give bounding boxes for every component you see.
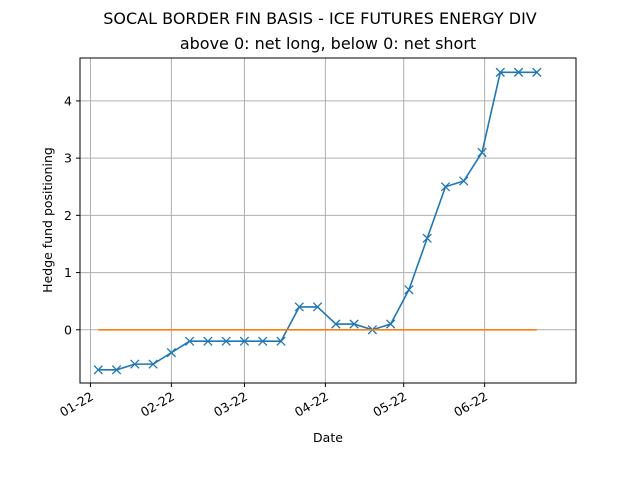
series-1-point [495,67,505,77]
series-1-point [422,233,432,243]
x-axis: 01-22 02-22 03-22 04-22 05-22 06-22 [57,383,490,420]
series-layer [93,67,542,375]
series-1-point [258,336,268,346]
series-1-point [148,359,158,369]
point-marker-stroke [532,67,542,77]
point-marker-stroke [166,348,177,358]
series-1-point [93,365,103,375]
series-1-point [221,336,231,346]
series-1-point [130,359,140,369]
point-marker-stroke [422,233,432,243]
series-1-point [203,336,213,346]
point-marker-stroke [440,182,451,192]
x-tick-label: 02-22 [138,389,177,420]
point-marker-stroke [459,176,469,186]
point-marker-stroke [294,302,304,312]
series-1-point [459,176,469,186]
point-marker-stroke [93,365,103,375]
grid [80,58,576,383]
point-marker-stroke [258,336,268,346]
series-1-point [294,302,304,312]
x-tick-label: 05-22 [370,389,409,420]
point-marker-stroke [148,359,158,369]
series-1-point [239,336,250,346]
series-1-point [440,182,451,192]
y-axis-label: Hedge fund positioning [40,147,55,293]
point-marker-stroke [495,67,505,77]
point-marker-stroke [276,336,286,346]
series-1-point [312,302,323,312]
series-1-point [385,319,396,329]
point-marker-stroke [312,302,323,312]
y-tick-label: 4 [64,93,72,108]
series-1-point [184,336,195,346]
series-1-line [98,71,537,371]
series-1-point [331,319,341,329]
x-axis-label: Date [313,430,343,445]
plot-frame [79,57,577,384]
point-marker-stroke [385,319,396,329]
series-1-point [404,285,414,295]
series-1-point [532,67,542,77]
point-marker-stroke [239,336,250,346]
point-marker-stroke [477,147,487,158]
point-marker-stroke [130,359,140,369]
y-tick-label: 0 [64,322,72,337]
point-marker-stroke [513,67,524,77]
y-tick-label: 2 [64,208,72,223]
point-marker-stroke [404,285,414,295]
x-tick-label: 06-22 [451,389,490,420]
point-marker-stroke [111,365,122,375]
series-1-point [166,348,177,358]
series-1-point [111,365,122,375]
chart-title: SOCAL BORDER FIN BASIS - ICE FUTURES ENE… [103,9,537,28]
x-tick-label: 03-22 [211,389,250,420]
point-marker-stroke [221,336,231,346]
x-tick-label: 01-22 [57,389,96,420]
point-marker-stroke [349,319,359,329]
point-marker-stroke [184,336,195,346]
y-tick-label: 1 [64,265,72,280]
series-1-point [477,147,487,158]
y-tick-label: 3 [64,151,72,166]
chart-subtitle: above 0: net long, below 0: net short [180,34,476,53]
point-marker-stroke [203,336,213,346]
series-1-point [276,336,286,346]
y-axis: 0 1 2 3 4 [64,93,80,337]
point-marker-stroke [331,319,341,329]
x-tick-label: 04-22 [292,389,331,420]
series-1-point [513,67,524,77]
series-1-point [349,319,359,329]
